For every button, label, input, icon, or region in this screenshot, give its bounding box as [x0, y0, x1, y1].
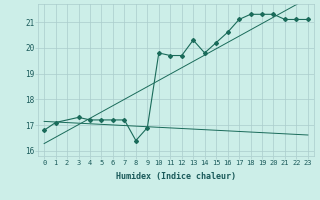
X-axis label: Humidex (Indice chaleur): Humidex (Indice chaleur)	[116, 172, 236, 181]
